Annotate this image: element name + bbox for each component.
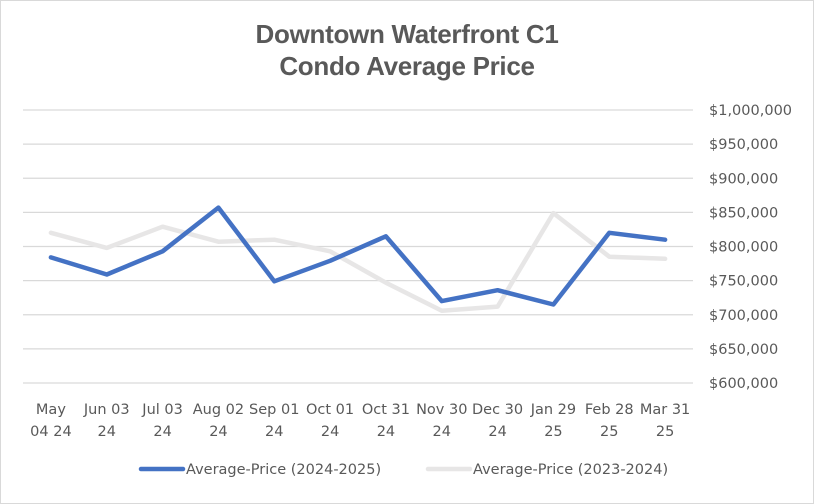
x-tick-label: 25	[600, 424, 618, 440]
x-tick-label: 24	[265, 424, 283, 440]
x-tick-label: 24	[321, 424, 339, 440]
y-axis-ticks: $600,000 $650,000 $700,000 $750,000 $800,000…	[709, 103, 792, 392]
x-tick-label: 24	[209, 424, 227, 440]
y-tick-label: $1,000,000	[709, 103, 792, 119]
chart-title-line-2: Condo Average Price	[279, 51, 535, 81]
x-tick-label: Jul 03	[141, 402, 183, 418]
legend-label-0: Average-Price (2024-2025)	[186, 462, 381, 478]
y-tick-label: $700,000	[709, 308, 778, 324]
x-tick-label: Jun 03	[83, 402, 130, 418]
x-tick-label: May	[36, 402, 66, 418]
legend: Average-Price (2024-2025) Average-Price (…	[138, 462, 668, 478]
x-tick-label: Dec 30	[472, 402, 523, 418]
series-line-1	[48, 210, 668, 313]
gridlines	[23, 109, 693, 384]
x-tick-label: 04 24	[30, 424, 72, 440]
x-tick-label: 24	[153, 424, 171, 440]
series-lines	[48, 205, 668, 313]
x-tick-label: 25	[544, 424, 562, 440]
x-tick-label: 24	[98, 424, 116, 440]
x-tick-label: Mar 31	[640, 402, 690, 418]
x-tick-label: Oct 31	[362, 402, 410, 418]
y-tick-label: $650,000	[709, 342, 778, 358]
y-tick-label: $750,000	[709, 274, 778, 290]
x-tick-label: Jan 29	[530, 402, 576, 418]
x-tick-label: Feb 28	[585, 402, 634, 418]
x-tick-label: 25	[656, 424, 674, 440]
x-tick-label: Aug 02	[193, 402, 244, 418]
series-line-0	[48, 205, 668, 307]
legend-label-1: Average-Price (2023-2024)	[473, 462, 668, 478]
y-tick-label: $800,000	[709, 240, 778, 256]
x-tick-label: 24	[433, 424, 451, 440]
x-tick-label: Sep 01	[249, 402, 299, 418]
y-tick-label: $950,000	[709, 137, 778, 153]
y-tick-label: $850,000	[709, 205, 778, 221]
chart-title: Downtown Waterfront C1 Condo Average Pri…	[0, 18, 814, 82]
y-tick-label: $600,000	[709, 376, 778, 392]
x-tick-label: 24	[377, 424, 395, 440]
x-tick-label: Nov 30	[416, 402, 467, 418]
chart-title-line-1: Downtown Waterfront C1	[255, 19, 559, 49]
x-axis-ticks: May 04 24 Jun 03 24 Jul 03 24 Aug 02 24 Sep 01 24…	[30, 402, 690, 440]
x-tick-label: 24	[488, 424, 506, 440]
y-tick-label: $900,000	[709, 171, 778, 187]
x-tick-label: Oct 01	[306, 402, 354, 418]
